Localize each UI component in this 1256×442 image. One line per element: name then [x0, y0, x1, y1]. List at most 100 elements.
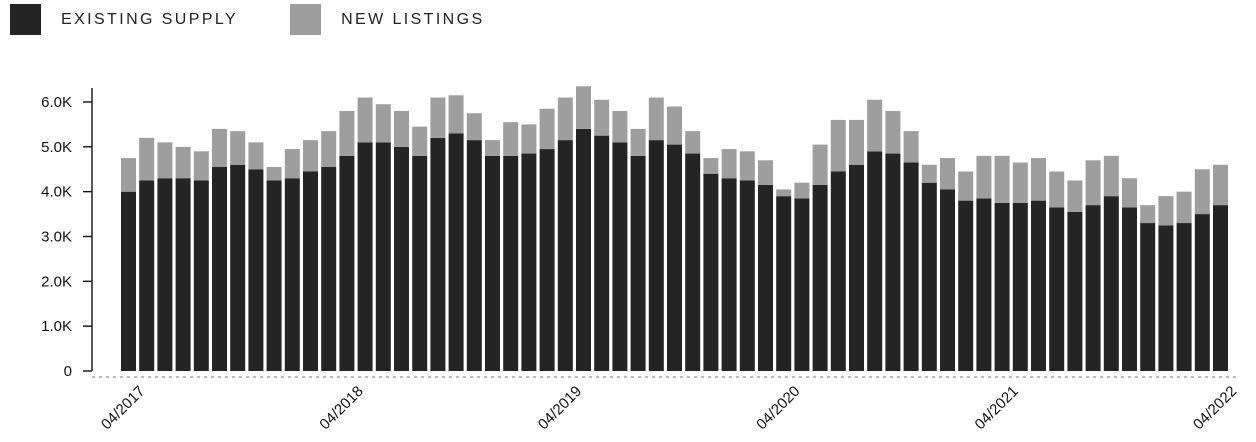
bar-new-listings[interactable] [921, 164, 937, 183]
bar-existing-supply[interactable] [339, 155, 355, 371]
bar-new-listings[interactable] [248, 142, 264, 170]
bar-existing-supply[interactable] [648, 140, 664, 371]
bar-existing-supply[interactable] [448, 133, 464, 371]
bar-existing-supply[interactable] [685, 153, 701, 371]
bar-new-listings[interactable] [175, 146, 191, 179]
bar-new-listings[interactable] [940, 158, 955, 190]
bar-new-listings[interactable] [885, 110, 901, 154]
bar-existing-supply[interactable] [958, 200, 974, 371]
bar-existing-supply[interactable] [1085, 205, 1101, 371]
legend-item-existing-supply[interactable]: EXISTING SUPPLY [10, 4, 238, 35]
bar-new-listings[interactable] [357, 97, 373, 143]
bar-new-listings[interactable] [266, 167, 282, 181]
bar-new-listings[interactable] [685, 131, 701, 154]
bar-existing-supply[interactable] [703, 173, 719, 371]
bar-new-listings[interactable] [284, 149, 300, 179]
bar-existing-supply[interactable] [521, 153, 537, 371]
bar-existing-supply[interactable] [812, 184, 828, 371]
bar-new-listings[interactable] [721, 149, 737, 179]
bar-new-listings[interactable] [157, 142, 173, 179]
bar-new-listings[interactable] [139, 137, 155, 181]
bar-existing-supply[interactable] [539, 149, 555, 371]
bar-existing-supply[interactable] [1140, 223, 1156, 371]
bar-existing-supply[interactable] [667, 144, 682, 371]
bar-existing-supply[interactable] [466, 140, 482, 371]
bar-new-listings[interactable] [776, 189, 792, 197]
bar-existing-supply[interactable] [794, 198, 810, 371]
bar-new-listings[interactable] [739, 151, 755, 181]
bar-existing-supply[interactable] [976, 198, 992, 371]
bar-existing-supply[interactable] [994, 202, 1010, 371]
bar-new-listings[interactable] [1158, 196, 1174, 226]
bar-existing-supply[interactable] [193, 180, 209, 371]
bar-new-listings[interactable] [994, 155, 1010, 203]
bar-new-listings[interactable] [521, 124, 537, 154]
bar-existing-supply[interactable] [849, 164, 864, 371]
bar-new-listings[interactable] [375, 104, 391, 143]
bar-new-listings[interactable] [594, 99, 610, 136]
bar-existing-supply[interactable] [284, 178, 300, 371]
bar-new-listings[interactable] [849, 119, 864, 165]
bar-existing-supply[interactable] [594, 135, 610, 371]
bar-new-listings[interactable] [812, 144, 828, 185]
bar-new-listings[interactable] [303, 140, 318, 172]
bar-existing-supply[interactable] [1158, 225, 1174, 371]
bar-new-listings[interactable] [1176, 191, 1192, 224]
bar-new-listings[interactable] [648, 97, 664, 141]
bar-existing-supply[interactable] [776, 196, 792, 371]
bar-new-listings[interactable] [212, 128, 227, 168]
bar-existing-supply[interactable] [121, 191, 136, 371]
bar-existing-supply[interactable] [503, 155, 519, 371]
bar-existing-supply[interactable] [1031, 200, 1046, 371]
bar-new-listings[interactable] [576, 86, 591, 129]
bar-existing-supply[interactable] [248, 169, 264, 371]
bar-existing-supply[interactable] [1213, 205, 1228, 371]
bar-existing-supply[interactable] [321, 167, 337, 371]
bar-new-listings[interactable] [612, 110, 628, 143]
bar-existing-supply[interactable] [266, 180, 282, 371]
bar-new-listings[interactable] [976, 155, 992, 199]
bar-new-listings[interactable] [1012, 162, 1028, 203]
bar-existing-supply[interactable] [430, 137, 446, 371]
bar-new-listings[interactable] [1213, 164, 1228, 206]
bar-existing-supply[interactable] [885, 153, 901, 371]
bar-new-listings[interactable] [1031, 158, 1046, 201]
bar-new-listings[interactable] [958, 171, 974, 201]
bar-existing-supply[interactable] [721, 178, 737, 371]
bar-existing-supply[interactable] [739, 180, 755, 371]
bar-new-listings[interactable] [321, 131, 337, 168]
bar-existing-supply[interactable] [412, 155, 428, 371]
bar-new-listings[interactable] [503, 122, 519, 156]
bar-existing-supply[interactable] [303, 171, 318, 371]
bar-new-listings[interactable] [339, 110, 355, 156]
bar-new-listings[interactable] [1140, 205, 1156, 224]
bar-existing-supply[interactable] [940, 189, 955, 371]
bar-existing-supply[interactable] [230, 164, 246, 371]
bar-new-listings[interactable] [557, 97, 573, 141]
bar-new-listings[interactable] [703, 158, 719, 174]
bar-new-listings[interactable] [412, 126, 428, 156]
bar-new-listings[interactable] [193, 151, 209, 181]
bar-new-listings[interactable] [430, 97, 446, 138]
bar-existing-supply[interactable] [867, 151, 883, 371]
bar-existing-supply[interactable] [1067, 211, 1083, 371]
bar-existing-supply[interactable] [139, 180, 155, 371]
bar-new-listings[interactable] [1085, 160, 1101, 206]
bar-new-listings[interactable] [1122, 178, 1137, 208]
bar-existing-supply[interactable] [921, 182, 937, 371]
bar-new-listings[interactable] [230, 131, 246, 165]
bar-new-listings[interactable] [539, 108, 555, 150]
bar-existing-supply[interactable] [903, 162, 919, 371]
bar-existing-supply[interactable] [557, 140, 573, 371]
bar-existing-supply[interactable] [357, 142, 373, 371]
bar-new-listings[interactable] [466, 113, 482, 141]
bar-existing-supply[interactable] [576, 128, 591, 371]
bar-existing-supply[interactable] [630, 155, 646, 371]
bar-existing-supply[interactable] [394, 146, 409, 371]
bar-new-listings[interactable] [448, 95, 464, 134]
bar-existing-supply[interactable] [1176, 223, 1192, 371]
bar-new-listings[interactable] [485, 140, 500, 156]
bar-existing-supply[interactable] [1049, 207, 1065, 371]
bar-existing-supply[interactable] [830, 171, 846, 371]
bar-new-listings[interactable] [830, 119, 846, 172]
